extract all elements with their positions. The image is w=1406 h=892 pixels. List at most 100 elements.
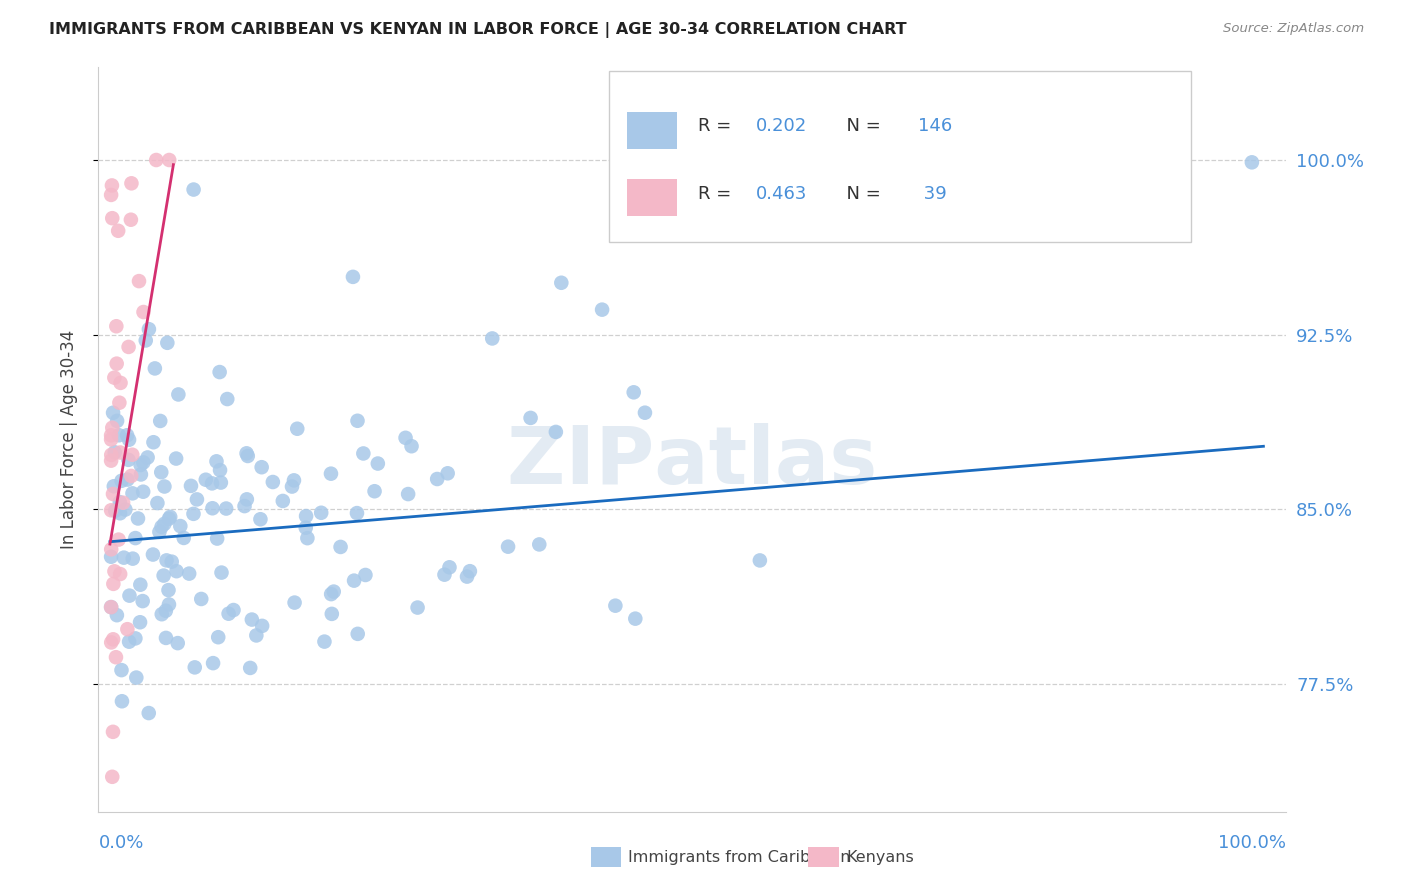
Point [283, 474, 305, 488]
Point [118, 433, 141, 447]
Point [297, 531, 319, 545]
Point [117, 453, 139, 467]
Point [101, 487, 124, 501]
Text: R =: R = [699, 185, 737, 202]
Point [108, 567, 131, 582]
Point [100, 635, 122, 649]
Point [309, 506, 332, 520]
Point [401, 439, 423, 453]
Point [105, 414, 128, 428]
Point [101, 770, 124, 784]
Point [346, 506, 368, 520]
Point [155, 631, 177, 645]
Point [157, 583, 180, 598]
Point [124, 531, 146, 545]
Point [1240, 155, 1263, 169]
Point [222, 603, 245, 617]
Point [496, 540, 519, 554]
Point [103, 577, 125, 591]
Point [439, 560, 461, 574]
Point [529, 537, 551, 551]
Point [125, 671, 148, 685]
Point [262, 475, 284, 489]
Point [100, 433, 122, 447]
Point [215, 501, 238, 516]
Point [111, 694, 134, 708]
Point [153, 479, 176, 493]
Point [129, 458, 152, 472]
Point [159, 509, 181, 524]
Point [160, 555, 183, 569]
Point [157, 153, 180, 167]
Point [101, 632, 124, 647]
Point [591, 302, 613, 317]
Point [207, 630, 229, 644]
Point [342, 269, 364, 284]
Point [458, 564, 481, 578]
Point [456, 569, 478, 583]
Point [352, 446, 374, 460]
Point [155, 553, 177, 567]
Point [209, 475, 232, 490]
Point [343, 574, 366, 588]
Point [250, 460, 273, 475]
Point [184, 660, 207, 674]
Point [112, 550, 135, 565]
Point [129, 577, 152, 591]
Text: Immigrants from Caribbean: Immigrants from Caribbean [628, 850, 851, 864]
Text: 0.0%: 0.0% [98, 834, 143, 852]
Point [101, 421, 124, 435]
Point [143, 361, 166, 376]
Point [120, 177, 142, 191]
Point [166, 636, 188, 650]
Point [148, 524, 170, 539]
Text: 100.0%: 100.0% [1219, 834, 1286, 852]
Point [245, 628, 267, 642]
Text: IMMIGRANTS FROM CARIBBEAN VS KENYAN IN LABOR FORCE | AGE 30-34 CORRELATION CHART: IMMIGRANTS FROM CARIBBEAN VS KENYAN IN L… [49, 22, 907, 38]
Point [124, 632, 146, 646]
Point [367, 457, 389, 471]
Text: 146: 146 [918, 118, 952, 136]
Point [110, 663, 132, 677]
Point [103, 479, 125, 493]
Point [149, 414, 172, 428]
Point [165, 451, 187, 466]
Point [104, 650, 127, 665]
Point [108, 445, 131, 459]
Point [426, 472, 449, 486]
Point [235, 446, 257, 460]
Point [201, 476, 224, 491]
Point [233, 499, 256, 513]
Text: 0.463: 0.463 [755, 185, 807, 202]
Point [201, 501, 224, 516]
Point [117, 340, 139, 354]
Point [121, 486, 143, 500]
Point [396, 487, 419, 501]
Point [354, 568, 377, 582]
Point [117, 622, 139, 636]
Point [239, 661, 262, 675]
Point [169, 519, 191, 533]
Point [190, 591, 212, 606]
Point [104, 445, 127, 459]
Point [236, 449, 259, 463]
Point [142, 435, 165, 450]
Point [128, 274, 150, 288]
Point [121, 448, 143, 462]
Point [129, 615, 152, 630]
Point [295, 509, 318, 524]
Point [115, 428, 138, 442]
Point [634, 406, 657, 420]
Point [108, 428, 131, 442]
Point [167, 387, 190, 401]
Point [157, 512, 180, 526]
Point [100, 453, 122, 467]
Text: N =: N = [835, 185, 887, 202]
Point [101, 724, 124, 739]
Point [236, 492, 259, 507]
Text: ZIP​atlas: ZIP​atlas [508, 423, 877, 500]
Point [157, 598, 180, 612]
Point [101, 178, 124, 193]
Point [138, 322, 160, 336]
FancyBboxPatch shape [627, 112, 678, 149]
